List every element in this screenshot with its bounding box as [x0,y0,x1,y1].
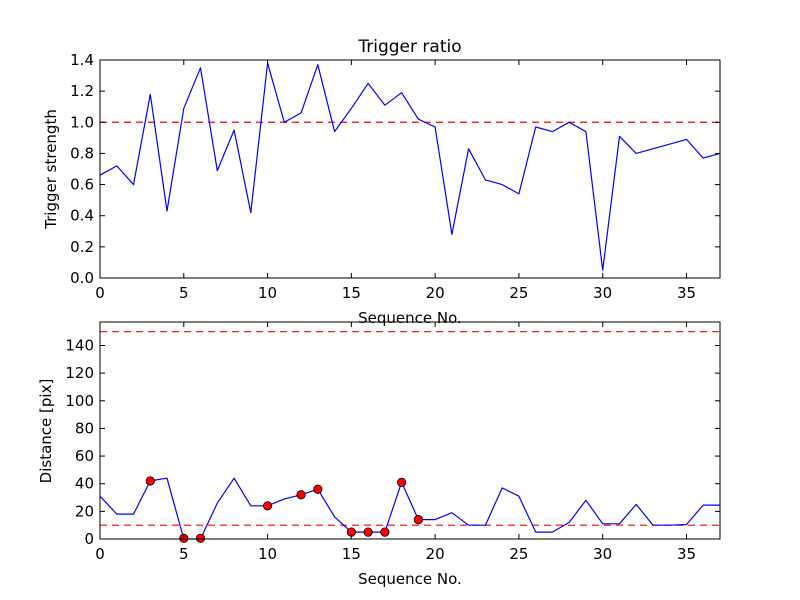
y-tick-label: 0.4 [70,207,94,225]
x-tick-label: 30 [593,545,612,563]
x-axis-label: Sequence No. [358,309,462,327]
x-tick-label: 20 [426,284,445,302]
x-axis-label: Sequence No. [358,570,462,588]
y-tick-label: 1.2 [70,82,94,100]
data-point-marker [363,527,373,537]
data-point-marker [380,527,390,537]
data-point-marker [296,490,306,500]
plot-frame [99,321,721,540]
y-tick-label: 0.2 [70,238,94,256]
x-tick-label: 20 [426,545,445,563]
x-tick-label: 0 [95,284,105,302]
y-tick-label: 100 [65,392,94,410]
plot-frame [99,59,721,279]
y-tick-label: 0.0 [70,269,94,287]
y-tick-label: 0.8 [70,144,94,162]
y-tick-label: 140 [65,336,94,354]
y-tick-label: 0.6 [70,176,94,194]
x-tick-label: 5 [179,284,189,302]
y-tick-label: 40 [75,475,94,493]
data-point-marker [262,501,273,511]
y-tick-label: 60 [75,447,94,465]
chart-title: Trigger ratio [357,37,461,57]
series-line [99,477,720,540]
data-point-marker [195,533,206,543]
x-tick-label: 25 [509,545,528,563]
data-point-marker [413,515,423,525]
series-line [99,62,721,271]
y-tick-label: 120 [65,364,94,382]
y-tick-label: 0 [84,530,94,548]
data-point-marker [145,476,155,486]
data-point-marker [397,477,407,487]
y-tick-label: 80 [75,419,94,437]
distance-panel: Sequence No. Distance [pix] 0 5 10 15 20 25 30… [37,321,721,588]
x-tick-label: 30 [593,284,612,302]
x-tick-label: 10 [258,545,277,563]
x-tick-label: 15 [342,545,361,563]
y-axis-label: Trigger strength [42,109,60,230]
y-tick-label: 1.4 [70,51,94,69]
y-axis-label: Distance [pix] [37,379,55,484]
x-tick-label: 10 [258,284,277,302]
y-tick-label: 20 [75,502,94,520]
x-tick-label: 35 [677,545,696,563]
y-tick-label: 1.0 [70,113,94,131]
data-point-marker [313,484,323,494]
x-tick-label: 25 [509,284,528,302]
x-tick-label: 15 [342,284,361,302]
x-tick-label: 5 [179,545,189,563]
x-tick-label: 0 [95,545,105,563]
x-tick-label: 35 [677,284,696,302]
trigger-ratio-panel: Trigger ratio Sequence No. Trigger stren… [42,37,721,327]
